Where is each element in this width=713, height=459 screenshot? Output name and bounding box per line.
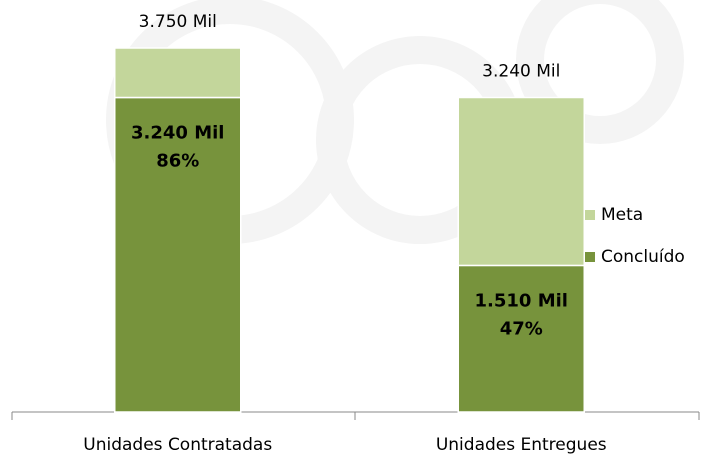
share-label: 86% [156, 151, 199, 172]
value-label: 1.510 Mil [475, 290, 568, 311]
legend-swatch [585, 210, 595, 220]
bar-segment [457, 96, 585, 267]
total-label: 3.750 Mil [139, 12, 217, 32]
value-label: 3.240 Mil [131, 123, 224, 144]
x-tick-label: Unidades Contratadas [83, 435, 272, 455]
legend-label: Concluído [601, 247, 685, 267]
legend-label: Meta [601, 205, 643, 225]
bar-segment [114, 47, 242, 99]
bar-segment [114, 96, 242, 413]
legend-swatch [585, 252, 595, 262]
share-label: 47% [500, 318, 543, 339]
bar-segment [457, 264, 585, 413]
total-label: 3.240 Mil [482, 62, 560, 82]
x-tick-label: Unidades Entregues [436, 435, 607, 455]
